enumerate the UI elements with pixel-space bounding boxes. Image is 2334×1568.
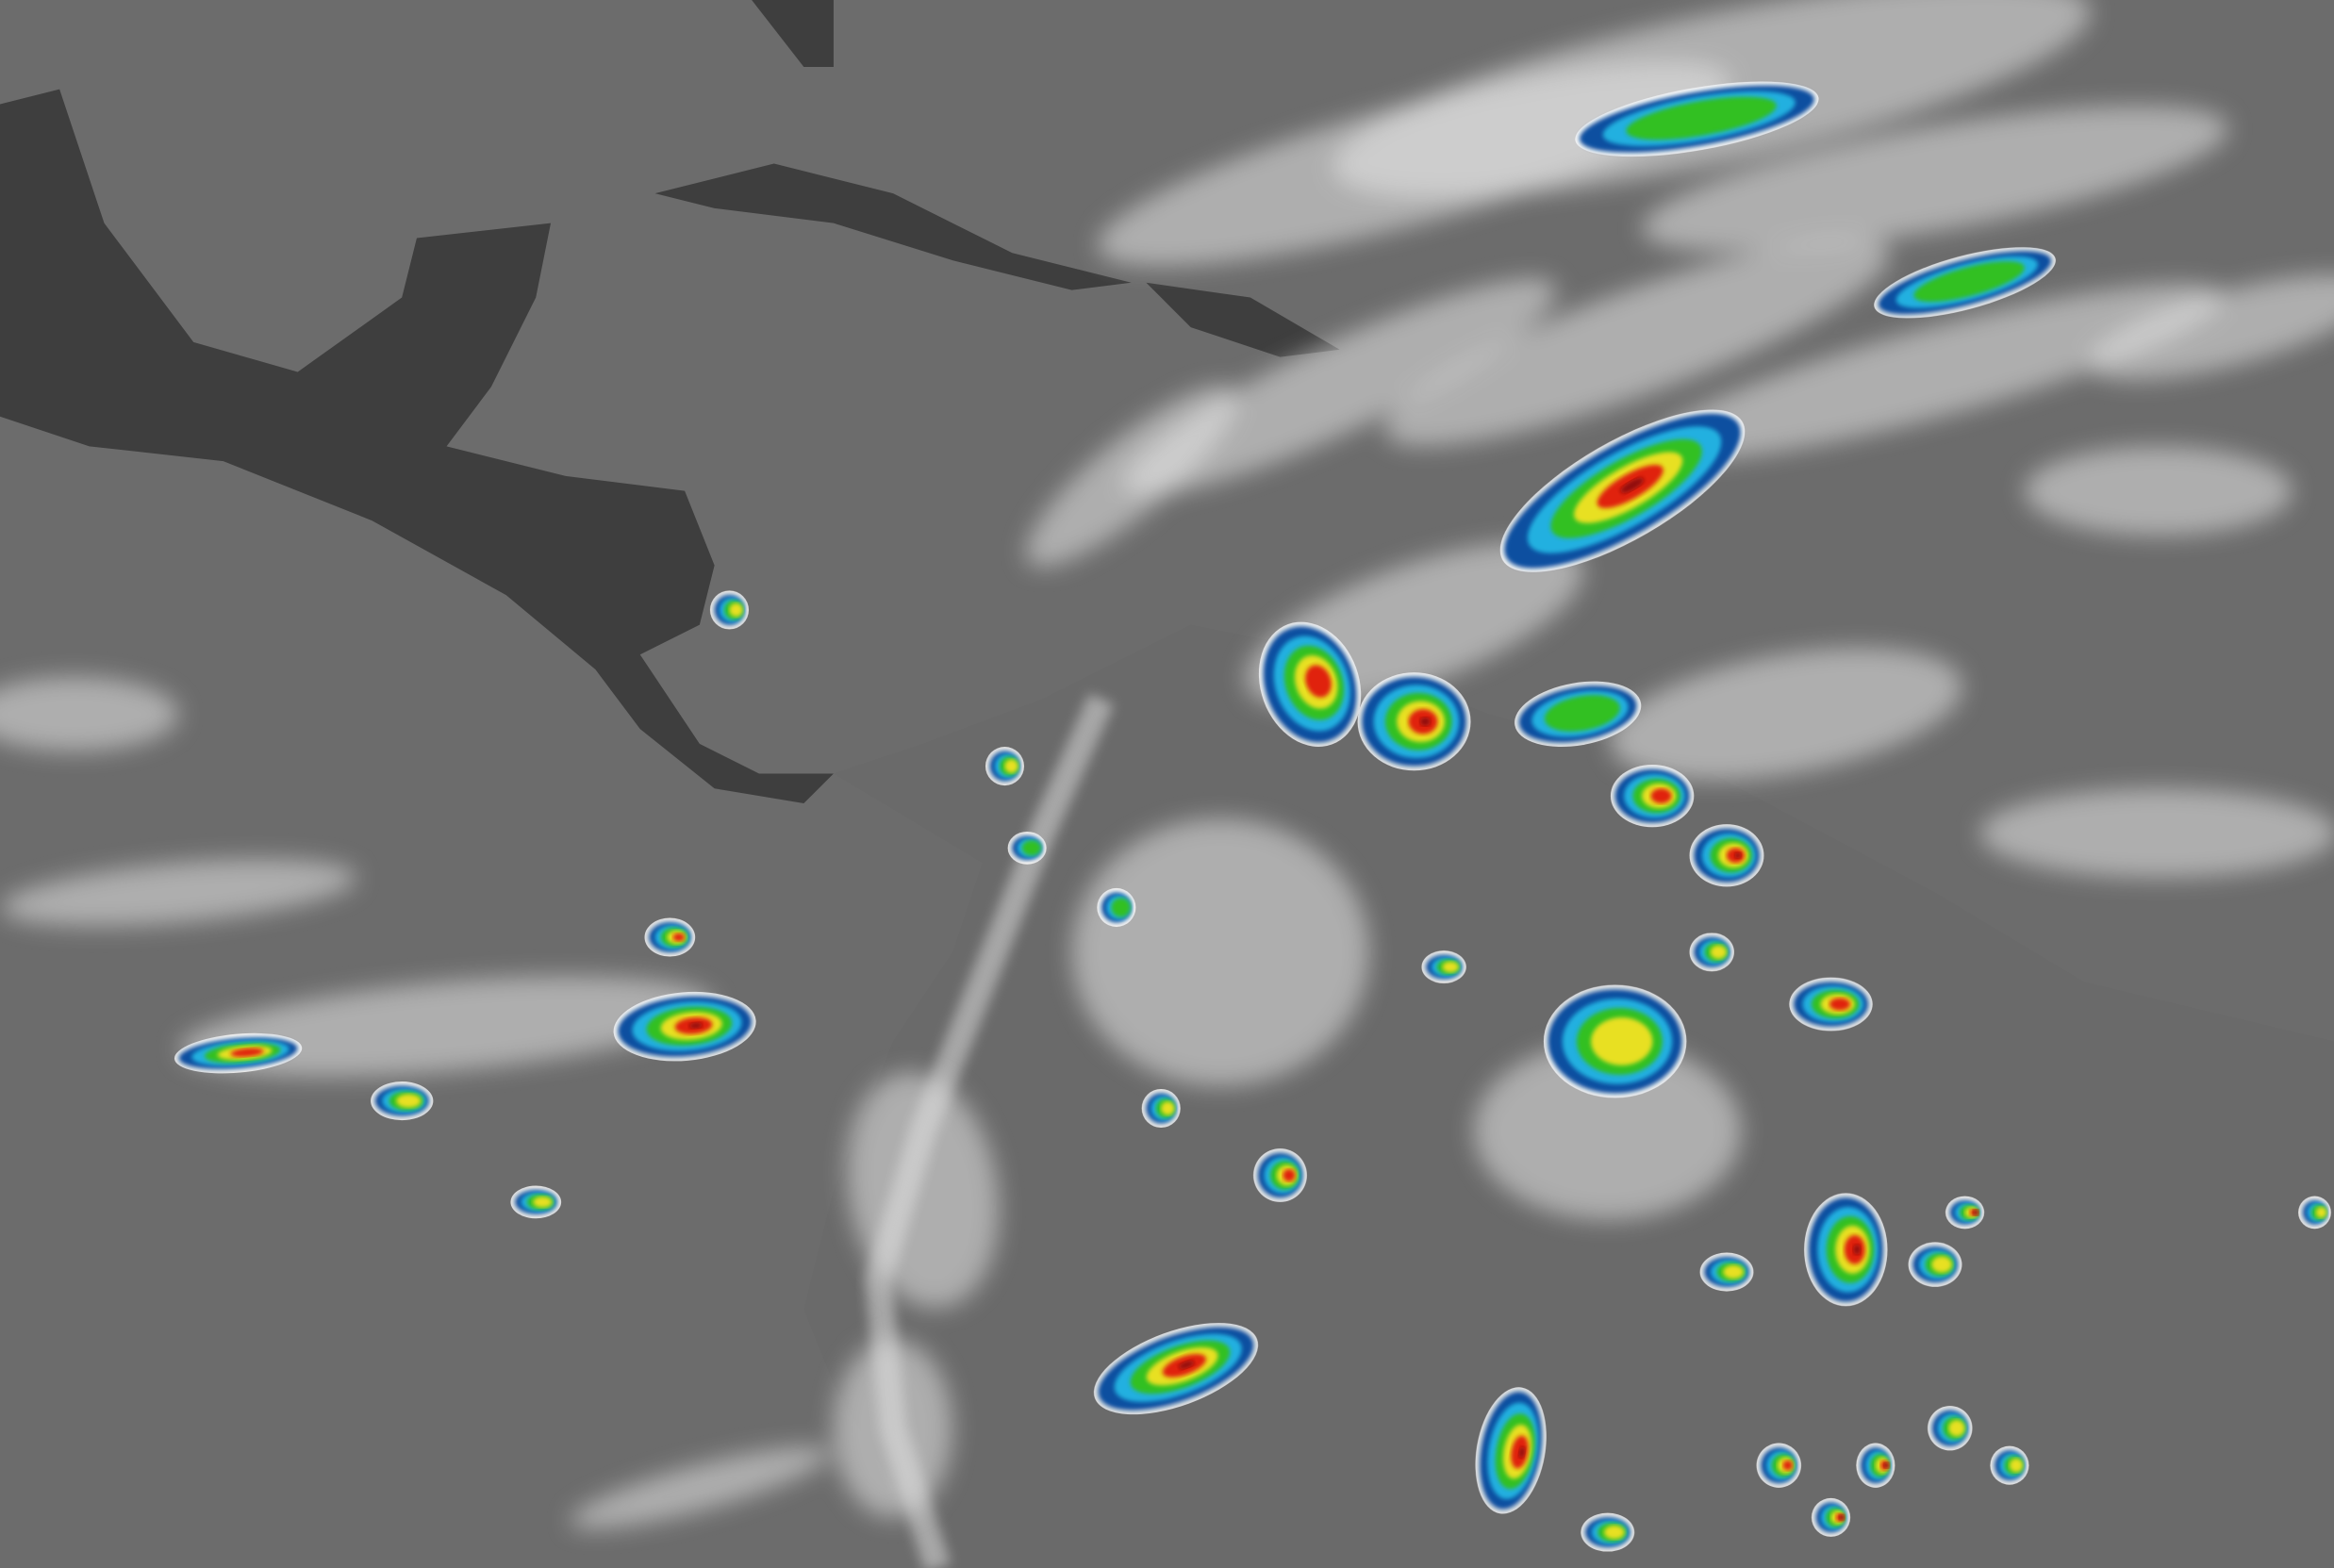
storm-cell: [1093, 1323, 1259, 1415]
storm-cell: [1499, 409, 1746, 572]
storm-cell: [510, 1185, 562, 1219]
cloud-patch: [1097, 60, 1731, 267]
storm-cell: [1699, 1252, 1754, 1292]
cloud-patch: [0, 859, 357, 927]
storm-cell: [1928, 1406, 1973, 1451]
storm-cell: [1141, 1088, 1181, 1128]
cloud-patch: [1647, 283, 2224, 461]
storm-cell: [1475, 1387, 1547, 1514]
storm-cell: [1990, 1445, 2029, 1485]
storm-cell: [1610, 764, 1695, 828]
cloud-patch: [1384, 238, 1890, 447]
cloud-patch: [1473, 1041, 1742, 1220]
cloud-patch: [1610, 648, 1962, 781]
storm-cell: [1945, 1196, 1985, 1230]
cloud-patch: [846, 1072, 1000, 1309]
storm-cell: [613, 991, 756, 1062]
convective-storms: [174, 81, 2331, 1552]
storm-cell: [1856, 1443, 1895, 1488]
storm-cell: [985, 747, 1024, 786]
storm-cell: [1421, 950, 1466, 983]
storm-cell: [1543, 984, 1687, 1098]
storm-cell: [1258, 621, 1362, 747]
cloud-patch: [2088, 274, 2334, 380]
storm-cell: [1689, 824, 1764, 887]
storm-cell: [709, 590, 749, 630]
cloud-patch: [570, 1446, 830, 1529]
storm-cell: [2298, 1196, 2331, 1230]
storm-cell: [1357, 672, 1471, 771]
cloud-patch: [1979, 788, 2334, 878]
land-central-america: [0, 89, 834, 804]
storm-cell: [1789, 977, 1873, 1032]
land-florida: [752, 0, 834, 68]
storm-cell: [1804, 1193, 1888, 1307]
cloud-patch: [1122, 278, 1557, 496]
storm-cell: [1575, 81, 1819, 157]
storm-cell: [1515, 681, 1642, 748]
storm-cell: [1811, 1497, 1851, 1537]
storm-cell: [1908, 1242, 1962, 1287]
storm-cell: [1581, 1512, 1635, 1552]
storm-cell: [1097, 887, 1136, 927]
storm-cell: [371, 1081, 434, 1121]
cloud-patch: [1641, 106, 2229, 252]
storm-cell: [1874, 247, 2056, 319]
storm-cell: [1756, 1443, 1801, 1488]
storm-cell: [1689, 933, 1734, 972]
storm-cell: [1007, 831, 1047, 865]
cloud-patch: [1071, 817, 1370, 1086]
land-hispaniola: [1146, 282, 1340, 357]
storm-cell: [174, 1032, 303, 1074]
storm-cell: [1253, 1148, 1307, 1202]
cloud-patch: [2024, 446, 2293, 536]
cloud-patch: [0, 676, 179, 751]
storm-cell: [644, 917, 696, 957]
land-cuba: [654, 163, 1132, 290]
cloud-patch: [833, 1339, 953, 1518]
cloud-patch: [179, 976, 714, 1077]
